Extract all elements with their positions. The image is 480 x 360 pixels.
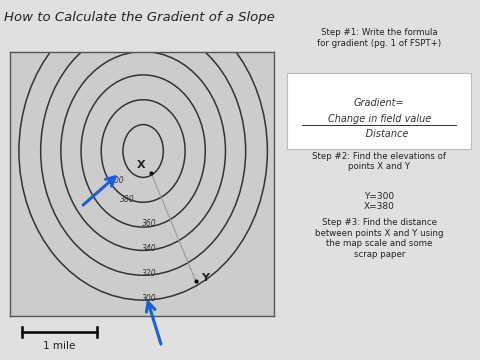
Text: How to Calculate the Gradient of a Slope: How to Calculate the Gradient of a Slope <box>4 11 275 24</box>
Text: 320: 320 <box>142 269 156 278</box>
Text: Change in field value: Change in field value <box>327 114 431 123</box>
FancyBboxPatch shape <box>287 73 471 149</box>
Text: Step #1: Write the formula
for gradient (pg. 1 of FSPT+): Step #1: Write the formula for gradient … <box>317 28 441 48</box>
Text: 380: 380 <box>120 195 135 204</box>
Text: X: X <box>137 160 145 170</box>
Text: 400: 400 <box>109 176 124 185</box>
Text: Y: Y <box>201 274 209 283</box>
Text: 360: 360 <box>142 220 156 229</box>
Text: 1 mile: 1 mile <box>43 341 75 351</box>
Text: Gradient=: Gradient= <box>354 98 405 108</box>
Text: Y=300
X=380: Y=300 X=380 <box>364 192 395 211</box>
Text: Step #3: Find the distance
between points X and Y using
the map scale and some
s: Step #3: Find the distance between point… <box>315 219 444 258</box>
Text: Step #2: Find the elevations of
points X and Y: Step #2: Find the elevations of points X… <box>312 152 446 171</box>
Text: 340: 340 <box>142 244 156 253</box>
Text: 300: 300 <box>142 294 156 303</box>
Text: Distance: Distance <box>350 130 408 139</box>
